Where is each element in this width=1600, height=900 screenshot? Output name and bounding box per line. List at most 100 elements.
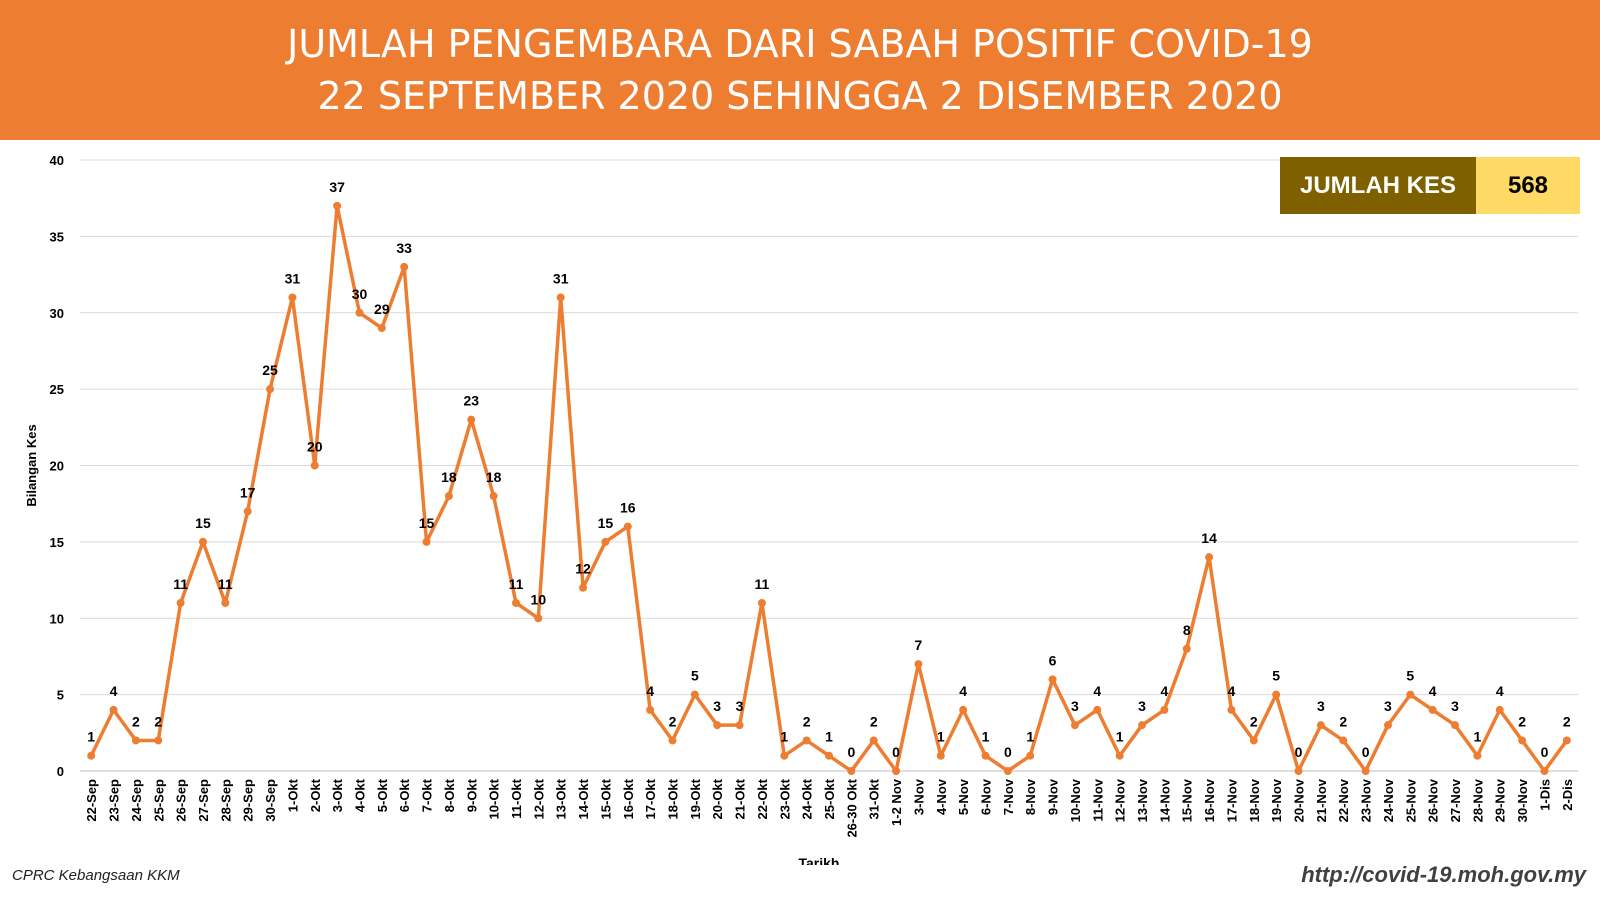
x-tick-label: 11-Nov xyxy=(1090,778,1105,821)
x-tick-label: 2-Okt xyxy=(308,778,323,812)
data-point xyxy=(802,736,811,745)
data-label: 30 xyxy=(352,286,368,302)
x-tick-label: 1-Okt xyxy=(285,778,300,812)
x-tick-label: 4-Okt xyxy=(352,778,367,812)
x-tick-label: 23-Okt xyxy=(777,778,792,819)
data-point xyxy=(1451,721,1460,730)
y-tick-label: 5 xyxy=(57,688,64,703)
data-label: 4 xyxy=(1228,683,1236,699)
data-point xyxy=(981,751,990,760)
data-label: 33 xyxy=(396,240,412,256)
data-point xyxy=(1160,705,1169,714)
data-label: 0 xyxy=(1362,744,1370,760)
data-point xyxy=(288,293,297,302)
total-cases-value: 568 xyxy=(1476,157,1580,214)
data-point xyxy=(1473,751,1482,760)
x-tick-label: 13-Okt xyxy=(554,778,569,819)
data-label: 29 xyxy=(374,301,390,317)
data-label: 18 xyxy=(486,469,502,485)
data-point xyxy=(1138,721,1147,730)
data-point xyxy=(780,751,789,760)
data-label: 11 xyxy=(755,576,770,592)
data-label: 2 xyxy=(803,713,811,729)
data-point xyxy=(109,705,118,714)
data-label: 37 xyxy=(329,179,345,195)
data-label: 15 xyxy=(598,515,614,531)
data-point xyxy=(1115,751,1124,760)
y-tick-label: 15 xyxy=(50,535,64,550)
x-tick-label: 30-Sep xyxy=(263,779,278,822)
data-point xyxy=(221,598,230,607)
data-label: 0 xyxy=(847,744,855,760)
data-label: 4 xyxy=(1496,683,1504,699)
data-label: 2 xyxy=(870,713,878,729)
x-tick-label: 29-Nov xyxy=(1493,778,1508,822)
x-tick-label: 16-Nov xyxy=(1202,778,1217,822)
x-tick-label: 19-Nov xyxy=(1269,778,1284,822)
data-point xyxy=(847,767,856,775)
data-point xyxy=(690,690,699,699)
x-tick-label: 26-30 Okt xyxy=(844,778,859,837)
title-line-2: 22 SEPTEMBER 2020 SEHINGGA 2 DISEMBER 20… xyxy=(317,74,1283,118)
data-point xyxy=(1093,705,1102,714)
data-label: 2 xyxy=(132,713,140,729)
data-point xyxy=(176,598,185,607)
data-label: 16 xyxy=(620,500,636,516)
x-tick-label: 17-Nov xyxy=(1224,778,1239,822)
x-tick-label: 9-Okt xyxy=(464,778,479,812)
x-tick-label: 23-Sep xyxy=(107,779,122,822)
data-point xyxy=(1540,767,1549,775)
data-point xyxy=(511,598,520,607)
source-credit: CPRC Kebangsaan KKM xyxy=(12,867,180,884)
data-label: 5 xyxy=(691,668,699,684)
y-tick-label: 20 xyxy=(50,459,64,474)
data-point xyxy=(735,721,744,730)
x-tick-label: 19-Okt xyxy=(688,778,703,819)
data-label: 15 xyxy=(419,515,435,531)
data-point xyxy=(1294,767,1303,775)
data-label: 8 xyxy=(1183,622,1191,638)
data-label: 25 xyxy=(262,362,278,378)
x-tick-label: 17-Okt xyxy=(643,778,658,819)
x-tick-label: 25-Nov xyxy=(1403,778,1418,822)
x-tick-label: 26-Nov xyxy=(1426,778,1441,822)
x-tick-label: 22-Sep xyxy=(84,779,99,822)
data-label: 1 xyxy=(825,729,833,745)
data-label: 2 xyxy=(154,713,162,729)
data-point xyxy=(1205,553,1214,562)
data-point xyxy=(668,736,677,745)
data-point xyxy=(601,537,610,546)
data-label: 3 xyxy=(1451,698,1459,714)
data-point xyxy=(310,461,319,470)
data-label: 18 xyxy=(441,469,457,485)
data-label: 1 xyxy=(982,729,990,745)
data-point xyxy=(1495,705,1504,714)
x-tick-label: 28-Nov xyxy=(1470,778,1485,822)
x-tick-label: 22-Okt xyxy=(755,778,770,819)
x-tick-label: 16-Okt xyxy=(621,778,636,819)
data-point xyxy=(467,415,476,424)
x-tick-label: 13-Nov xyxy=(1135,778,1150,822)
data-point xyxy=(1249,736,1258,745)
title-banner: JUMLAH PENGEMBARA DARI SABAH POSITIF COV… xyxy=(0,0,1600,140)
data-point xyxy=(1272,690,1281,699)
x-tick-label: 6-Nov xyxy=(979,778,994,815)
data-point xyxy=(400,262,409,271)
data-point xyxy=(377,324,386,333)
x-tick-label: 28-Sep xyxy=(218,779,233,822)
data-label: 1 xyxy=(780,729,788,745)
data-label: 4 xyxy=(1429,683,1437,699)
data-label: 1 xyxy=(1116,729,1124,745)
data-point xyxy=(1003,767,1012,775)
data-point xyxy=(87,751,96,760)
data-label: 4 xyxy=(1160,683,1168,699)
x-tick-label: 25-Okt xyxy=(822,778,837,819)
x-tick-label: 15-Okt xyxy=(598,778,613,819)
x-tick-label: 11-Okt xyxy=(509,778,524,818)
data-label: 2 xyxy=(1563,713,1571,729)
data-label: 1 xyxy=(87,729,95,745)
x-tick-label: 29-Sep xyxy=(241,779,256,822)
data-point xyxy=(1361,767,1370,775)
data-point xyxy=(892,767,901,775)
